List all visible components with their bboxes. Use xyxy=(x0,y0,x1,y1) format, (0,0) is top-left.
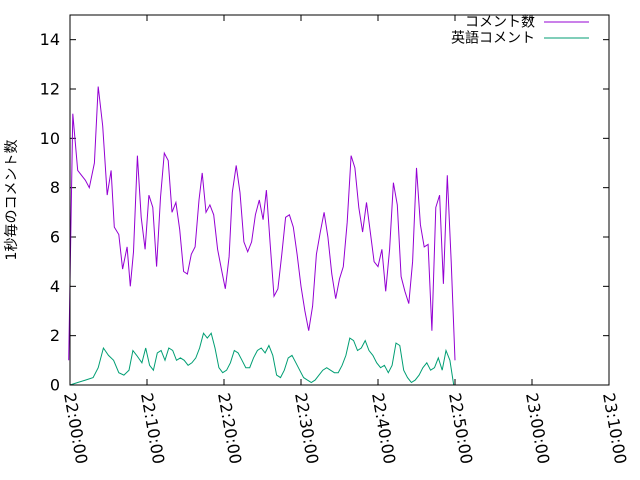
y-tick-label: 2 xyxy=(50,326,60,345)
y-tick-label: 14 xyxy=(40,30,60,49)
y-tick-label: 8 xyxy=(50,178,60,197)
series-group xyxy=(68,86,456,386)
y-axis-label: 1秒毎のコメント数 xyxy=(4,140,20,261)
x-tick-label: 22:40:00 xyxy=(368,391,399,465)
y-tick-label: 10 xyxy=(40,129,60,148)
y-tick-label: 6 xyxy=(50,228,60,247)
legend-label-2: 英語コメント xyxy=(451,30,535,47)
x-tick-label: 22:30:00 xyxy=(291,391,322,465)
y-tick-label: 4 xyxy=(50,277,60,296)
legend-label-1: コメント数 xyxy=(465,15,535,31)
plot-frame xyxy=(69,14,610,386)
y-tick-label: 12 xyxy=(40,80,60,99)
y-tick-label: 0 xyxy=(50,376,60,395)
x-tick-label: 22:10:00 xyxy=(137,391,168,465)
x-tick-label: 23:00:00 xyxy=(522,391,553,465)
series-line-1 xyxy=(68,86,456,361)
x-tick-label: 22:00:00 xyxy=(60,391,91,465)
series-line-2 xyxy=(69,332,455,386)
x-tick-label: 22:20:00 xyxy=(214,391,245,465)
x-tick-label: 23:10:00 xyxy=(599,391,630,465)
x-tick-label: 22:50:00 xyxy=(445,391,476,465)
